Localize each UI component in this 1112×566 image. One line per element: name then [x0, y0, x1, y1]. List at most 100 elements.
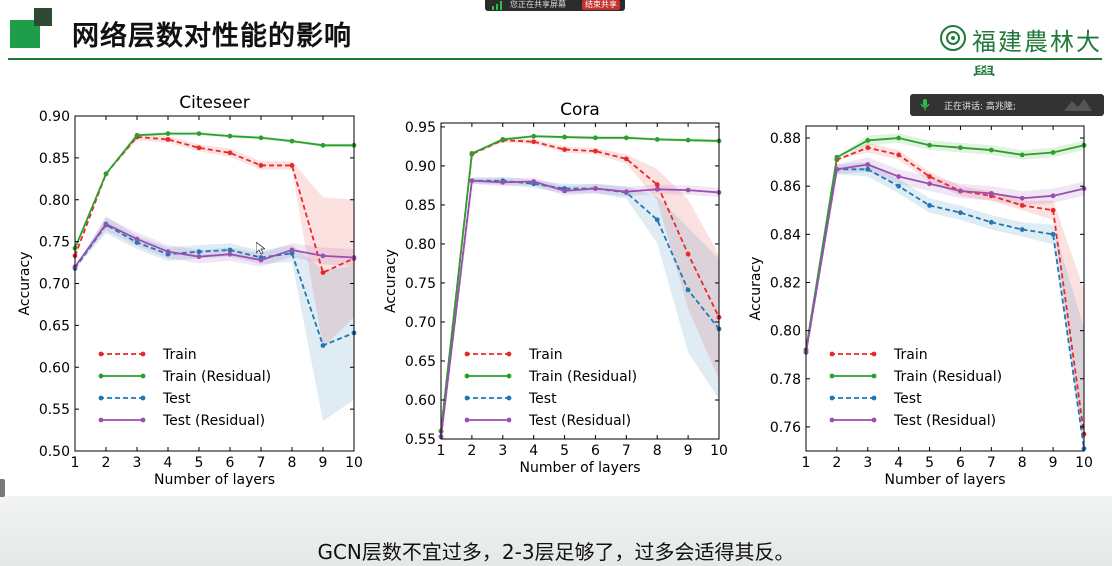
x-tick-label: 9 [1049, 455, 1058, 471]
x-tick-label: 1 [437, 443, 446, 459]
legend-marker [871, 417, 877, 423]
legend-label: Test [162, 391, 191, 407]
data-point [469, 151, 475, 156]
y-axis-label: Accuracy [383, 249, 399, 313]
chart-title: Citeseer [179, 93, 249, 113]
data-point [927, 181, 932, 187]
x-tick-label: 4 [529, 443, 538, 459]
legend-marker [871, 395, 877, 401]
data-point [654, 182, 660, 188]
header-divider [8, 58, 1102, 60]
y-tick-label: 0.90 [39, 109, 70, 125]
chart-3: 0.76 0.78 0.80 0.82 0.84 0.86 0.88 1 2 3 4 5 6 7 8 9 10 N… [748, 125, 1093, 488]
screen-share-status: 您正在共享屏幕 [510, 0, 566, 9]
data-point [654, 186, 660, 192]
data-point [623, 135, 629, 141]
x-tick-label: 4 [164, 455, 173, 471]
y-tick-label: 0.80 [405, 237, 436, 253]
data-point [531, 139, 537, 145]
y-tick-label: 0.82 [770, 275, 801, 291]
data-point [834, 166, 840, 172]
legend-label: Train (Residual) [528, 369, 637, 385]
data-point [958, 145, 963, 151]
legend-marker [140, 395, 146, 401]
legend-marker [506, 351, 512, 357]
legend-marker [98, 351, 104, 357]
data-point [320, 343, 326, 348]
data-point [531, 179, 537, 184]
series-band-train [75, 133, 354, 348]
data-point [134, 240, 140, 245]
legend: Train Train (Residual) Test Test (Residual) [98, 347, 271, 429]
plot-frame [440, 122, 720, 440]
x-tick-label: 1 [71, 455, 80, 471]
chart-title: Cora [560, 100, 600, 120]
legend-marker [464, 351, 470, 357]
data-point [562, 134, 567, 140]
y-tick-label: 0.85 [405, 198, 436, 214]
y-tick-label: 0.86 [770, 179, 801, 195]
series-line-test_res [440, 179, 720, 437]
plot-area [806, 126, 1084, 451]
data-point [1050, 193, 1056, 199]
data-point [896, 152, 902, 158]
legend-marker [464, 395, 470, 401]
data-point [958, 188, 963, 194]
stop-share-button[interactable]: 结束共享 [582, 0, 620, 10]
y-tick-label: 0.88 [770, 131, 801, 147]
data-point [500, 136, 506, 142]
x-tick-label: 9 [319, 455, 328, 471]
legend: Train Train (Residual) Test Test (Residual) [464, 347, 637, 429]
data-point [258, 257, 264, 263]
legend-marker [98, 417, 104, 423]
legend-marker [140, 373, 146, 379]
data-point [593, 135, 598, 141]
data-point [593, 148, 598, 154]
data-point [1019, 203, 1025, 208]
y-tick-label: 0.90 [405, 159, 436, 175]
data-point [103, 171, 109, 177]
legend-label: Test (Residual) [528, 413, 631, 429]
legend-marker [140, 417, 146, 423]
legend-marker [871, 373, 877, 379]
x-tick-label: 6 [956, 455, 965, 471]
y-tick-label: 0.84 [770, 227, 801, 243]
side-panel-handle[interactable] [0, 479, 5, 497]
data-point [685, 287, 691, 293]
legend-label: Test [528, 391, 557, 407]
data-point [562, 188, 567, 194]
legend-marker [871, 351, 877, 357]
data-point [958, 210, 963, 216]
slide-logo-square-small [34, 8, 52, 26]
data-point [320, 270, 326, 276]
slide-footer-background [0, 496, 1112, 566]
legend-label: Train (Residual) [893, 369, 1002, 385]
data-point [227, 150, 233, 156]
series-line-train_res [440, 135, 720, 432]
legend-marker [506, 395, 512, 401]
data-point [562, 147, 567, 152]
y-tick-label: 0.65 [39, 318, 70, 334]
x-axis-label: Number of layers [154, 472, 275, 488]
series-line-test [805, 168, 1085, 449]
x-tick-label: 2 [832, 455, 841, 471]
data-point [654, 217, 660, 223]
legend-marker [506, 417, 512, 423]
y-tick-label: 0.60 [405, 393, 436, 409]
data-point [165, 137, 171, 142]
x-tick-label: 6 [591, 443, 600, 459]
speaker-label: 正在讲话: [944, 102, 984, 112]
data-point [258, 163, 264, 168]
legend-marker [829, 351, 835, 357]
legend-marker [464, 417, 470, 423]
data-point [258, 135, 264, 141]
x-tick-label: 2 [467, 443, 476, 459]
x-tick-label: 7 [622, 443, 631, 459]
data-point [196, 145, 202, 151]
x-tick-label: 5 [925, 455, 934, 471]
series-line-train [440, 139, 720, 432]
data-point [988, 147, 994, 153]
series-band-test [75, 216, 354, 421]
legend-marker [98, 373, 104, 379]
data-point [134, 236, 140, 242]
